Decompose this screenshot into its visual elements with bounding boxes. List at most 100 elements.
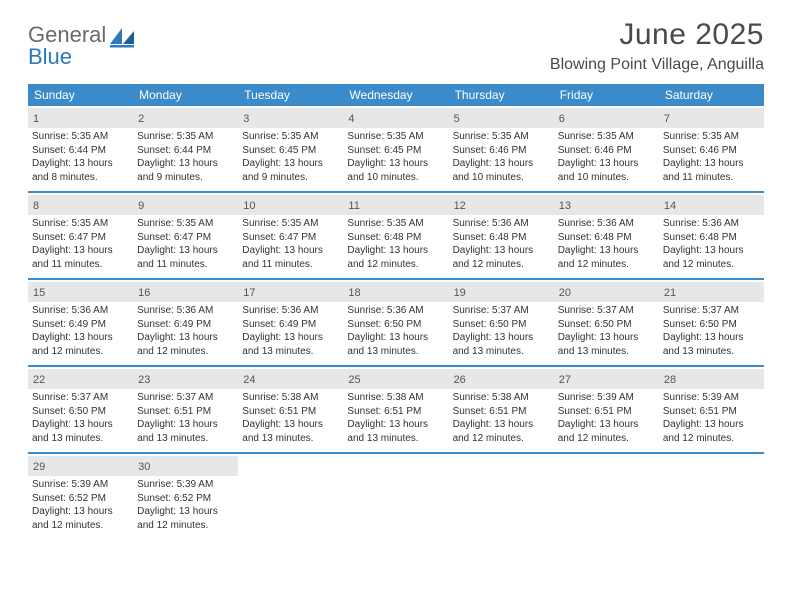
sunrise-line: Sunrise: 5:35 AM <box>663 130 760 144</box>
sunset-line: Sunset: 6:52 PM <box>137 492 234 506</box>
daylight-line: Daylight: 13 hours and 12 minutes. <box>558 418 655 445</box>
calendar-day: 9Sunrise: 5:35 AMSunset: 6:47 PMDaylight… <box>133 193 238 278</box>
sunrise-line: Sunrise: 5:36 AM <box>242 304 339 318</box>
day-number: 30 <box>138 461 150 473</box>
daynum-strip: 12 <box>449 195 554 215</box>
sunrise-line: Sunrise: 5:37 AM <box>558 304 655 318</box>
day-number: 2 <box>138 113 144 125</box>
sunset-line: Sunset: 6:48 PM <box>558 231 655 245</box>
calendar-day: 19Sunrise: 5:37 AMSunset: 6:50 PMDayligh… <box>449 280 554 365</box>
sunset-line: Sunset: 6:50 PM <box>663 318 760 332</box>
sunrise-line: Sunrise: 5:35 AM <box>347 217 444 231</box>
calendar-day: 29Sunrise: 5:39 AMSunset: 6:52 PMDayligh… <box>28 454 133 539</box>
day-number: 16 <box>138 287 150 299</box>
day-number: 3 <box>243 113 249 125</box>
daylight-line: Daylight: 13 hours and 12 minutes. <box>137 505 234 532</box>
day-number: 12 <box>454 200 466 212</box>
daynum-strip: 6 <box>554 108 659 128</box>
sunset-line: Sunset: 6:49 PM <box>137 318 234 332</box>
sunrise-line: Sunrise: 5:38 AM <box>242 391 339 405</box>
daylight-line: Daylight: 13 hours and 13 minutes. <box>242 418 339 445</box>
day-number: 22 <box>33 374 45 386</box>
logo-sail-icon <box>110 28 136 53</box>
weekday-header: Tuesday <box>238 84 343 106</box>
daynum-strip: 28 <box>659 369 764 389</box>
weekday-header-row: SundayMondayTuesdayWednesdayThursdayFrid… <box>28 84 764 106</box>
daynum-strip: 30 <box>133 456 238 476</box>
day-number: 13 <box>559 200 571 212</box>
sunrise-line: Sunrise: 5:36 AM <box>137 304 234 318</box>
calendar-day-empty <box>343 454 448 539</box>
daylight-line: Daylight: 13 hours and 13 minutes. <box>347 331 444 358</box>
sunset-line: Sunset: 6:51 PM <box>453 405 550 419</box>
sunrise-line: Sunrise: 5:37 AM <box>453 304 550 318</box>
daynum-strip: 16 <box>133 282 238 302</box>
daynum-strip: 3 <box>238 108 343 128</box>
sunrise-line: Sunrise: 5:36 AM <box>663 217 760 231</box>
calendar-day: 7Sunrise: 5:35 AMSunset: 6:46 PMDaylight… <box>659 106 764 191</box>
daylight-line: Daylight: 13 hours and 13 minutes. <box>137 418 234 445</box>
weekday-header: Sunday <box>28 84 133 106</box>
day-number: 7 <box>664 113 670 125</box>
daylight-line: Daylight: 13 hours and 11 minutes. <box>242 244 339 271</box>
day-number: 19 <box>454 287 466 299</box>
sunrise-line: Sunrise: 5:35 AM <box>558 130 655 144</box>
sunset-line: Sunset: 6:45 PM <box>242 144 339 158</box>
calendar-day: 5Sunrise: 5:35 AMSunset: 6:46 PMDaylight… <box>449 106 554 191</box>
daynum-strip: 11 <box>343 195 448 215</box>
sunrise-line: Sunrise: 5:35 AM <box>32 217 129 231</box>
daylight-line: Daylight: 13 hours and 13 minutes. <box>347 418 444 445</box>
daynum-strip: 5 <box>449 108 554 128</box>
logo-text-blue: Blue <box>28 44 72 69</box>
daynum-strip: 26 <box>449 369 554 389</box>
sunset-line: Sunset: 6:47 PM <box>137 231 234 245</box>
sunset-line: Sunset: 6:51 PM <box>137 405 234 419</box>
day-number: 6 <box>559 113 565 125</box>
daylight-line: Daylight: 13 hours and 11 minutes. <box>32 244 129 271</box>
calendar-day: 12Sunrise: 5:36 AMSunset: 6:48 PMDayligh… <box>449 193 554 278</box>
sunrise-line: Sunrise: 5:35 AM <box>32 130 129 144</box>
daylight-line: Daylight: 13 hours and 13 minutes. <box>663 331 760 358</box>
sunset-line: Sunset: 6:51 PM <box>663 405 760 419</box>
sunset-line: Sunset: 6:48 PM <box>663 231 760 245</box>
calendar-day: 6Sunrise: 5:35 AMSunset: 6:46 PMDaylight… <box>554 106 659 191</box>
calendar-day: 23Sunrise: 5:37 AMSunset: 6:51 PMDayligh… <box>133 367 238 452</box>
sunset-line: Sunset: 6:45 PM <box>347 144 444 158</box>
day-number: 5 <box>454 113 460 125</box>
sunset-line: Sunset: 6:44 PM <box>32 144 129 158</box>
sunrise-line: Sunrise: 5:36 AM <box>453 217 550 231</box>
title-block: June 2025 Blowing Point Village, Anguill… <box>550 18 764 74</box>
daylight-line: Daylight: 13 hours and 11 minutes. <box>663 157 760 184</box>
sunset-line: Sunset: 6:49 PM <box>242 318 339 332</box>
calendar-day-empty <box>554 454 659 539</box>
weekday-header: Friday <box>554 84 659 106</box>
calendar-day: 26Sunrise: 5:38 AMSunset: 6:51 PMDayligh… <box>449 367 554 452</box>
calendar-day: 21Sunrise: 5:37 AMSunset: 6:50 PMDayligh… <box>659 280 764 365</box>
calendar-day: 30Sunrise: 5:39 AMSunset: 6:52 PMDayligh… <box>133 454 238 539</box>
sunrise-line: Sunrise: 5:37 AM <box>32 391 129 405</box>
daylight-line: Daylight: 13 hours and 12 minutes. <box>32 331 129 358</box>
calendar-day: 20Sunrise: 5:37 AMSunset: 6:50 PMDayligh… <box>554 280 659 365</box>
sunset-line: Sunset: 6:46 PM <box>453 144 550 158</box>
header: General Blue June 2025 Blowing Point Vil… <box>28 18 764 74</box>
day-number: 4 <box>348 113 354 125</box>
sunset-line: Sunset: 6:50 PM <box>347 318 444 332</box>
sunrise-line: Sunrise: 5:39 AM <box>663 391 760 405</box>
day-number: 18 <box>348 287 360 299</box>
sunset-line: Sunset: 6:51 PM <box>242 405 339 419</box>
day-number: 21 <box>664 287 676 299</box>
daynum-strip: 27 <box>554 369 659 389</box>
calendar-day: 11Sunrise: 5:35 AMSunset: 6:48 PMDayligh… <box>343 193 448 278</box>
daylight-line: Daylight: 13 hours and 13 minutes. <box>453 331 550 358</box>
day-number: 17 <box>243 287 255 299</box>
weekday-header: Wednesday <box>343 84 448 106</box>
calendar-day: 28Sunrise: 5:39 AMSunset: 6:51 PMDayligh… <box>659 367 764 452</box>
daylight-line: Daylight: 13 hours and 12 minutes. <box>137 331 234 358</box>
sunrise-line: Sunrise: 5:38 AM <box>453 391 550 405</box>
daylight-line: Daylight: 13 hours and 12 minutes. <box>558 244 655 271</box>
sunrise-line: Sunrise: 5:35 AM <box>347 130 444 144</box>
day-number: 9 <box>138 200 144 212</box>
sunset-line: Sunset: 6:47 PM <box>242 231 339 245</box>
daynum-strip: 14 <box>659 195 764 215</box>
calendar-day-empty <box>238 454 343 539</box>
